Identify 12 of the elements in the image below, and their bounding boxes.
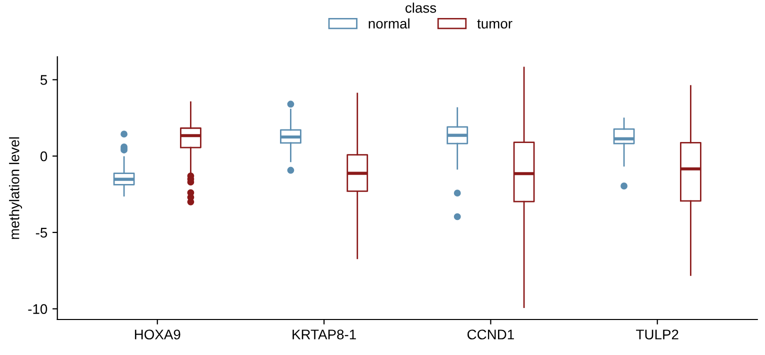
y-tick-label: 5 [40,75,48,85]
legend-title: class [406,2,436,13]
x-tick-label: CCND1 [467,330,514,340]
x-tick-label: TULP2 [636,330,678,340]
y-tick-label: 0 [40,151,48,162]
x-tick-label: KRTAP8-1 [292,330,356,340]
y-tick-label: -5 [36,228,48,238]
y-axis-title: methylation level [9,137,22,239]
legend-label: normal [368,18,410,29]
x-tick-label: HOXA9 [134,330,180,340]
y-tick-label: -10 [28,304,48,314]
legend-label: tumor [477,19,512,29]
